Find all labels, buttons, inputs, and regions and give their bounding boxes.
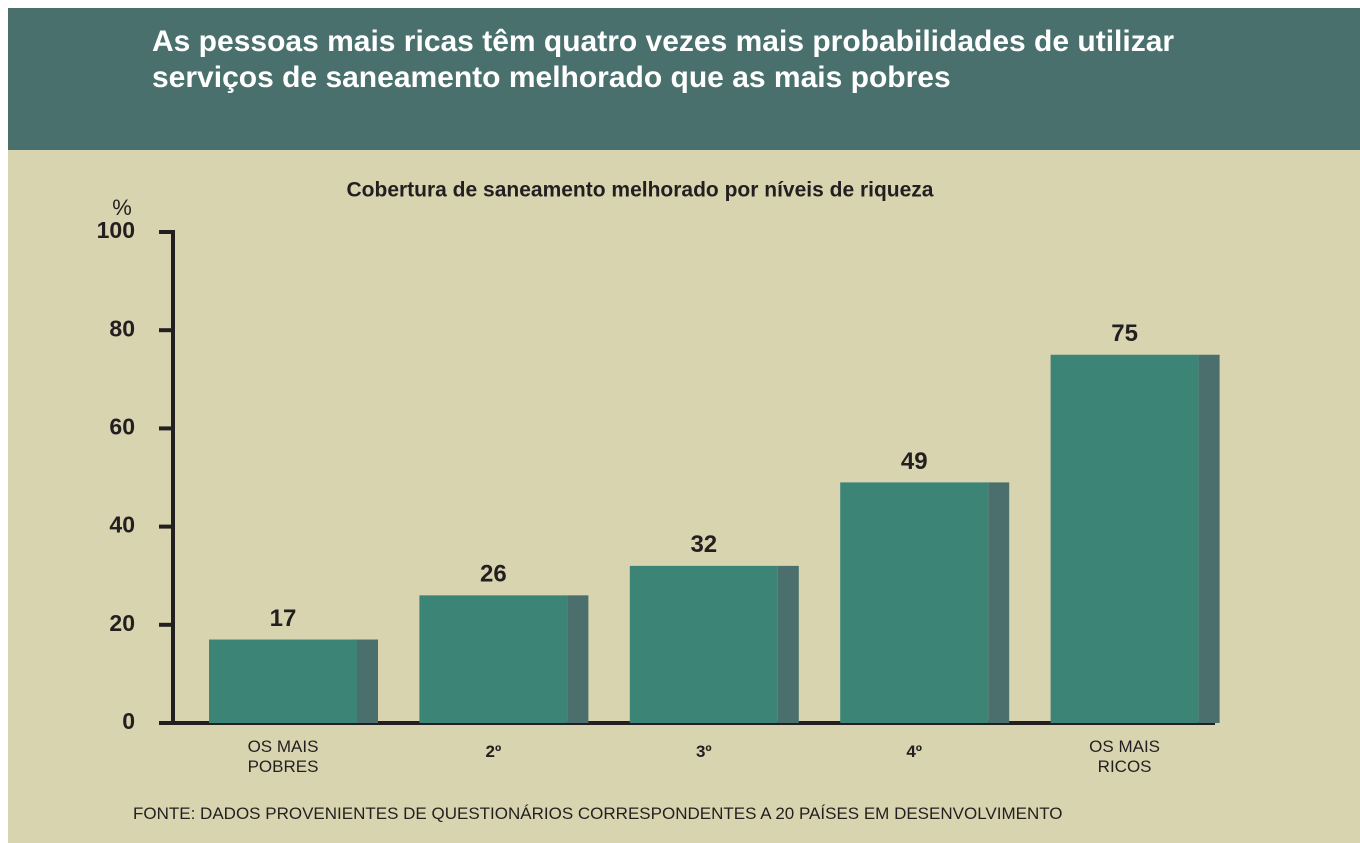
y-tick-label: 40 bbox=[109, 512, 135, 538]
bar bbox=[209, 639, 357, 723]
bar bbox=[1050, 354, 1199, 723]
bar-side bbox=[777, 565, 799, 723]
x-tick-label: OS MAIS POBRES bbox=[247, 737, 319, 776]
value-label: 49 bbox=[901, 448, 928, 475]
chart-subtitle: Cobertura de saneamento melhorado por ní… bbox=[347, 179, 934, 202]
bar bbox=[840, 482, 989, 723]
bar-side bbox=[1198, 354, 1220, 723]
bar bbox=[419, 595, 568, 723]
y-axis-label: % bbox=[112, 195, 132, 220]
bar-side bbox=[357, 639, 378, 723]
x-tick-label: 2º bbox=[485, 742, 502, 761]
bar-side bbox=[567, 595, 589, 723]
value-label: 26 bbox=[480, 561, 507, 588]
y-tick-label: 0 bbox=[122, 708, 135, 734]
bar bbox=[629, 565, 778, 723]
header-band bbox=[8, 8, 1360, 150]
y-tick-label: 60 bbox=[109, 413, 135, 439]
chart-title: As pessoas mais ricas têm quatro vezes m… bbox=[152, 25, 1175, 94]
source-note: FONTE: DADOS PROVENIENTES DE QUESTIONÁRI… bbox=[133, 804, 1063, 823]
bar-side bbox=[988, 482, 1010, 723]
value-label: 75 bbox=[1111, 320, 1138, 347]
y-tick-label: 100 bbox=[97, 217, 135, 243]
value-label: 32 bbox=[690, 531, 717, 558]
y-tick-label: 80 bbox=[109, 315, 135, 341]
x-tick-label: 4º bbox=[906, 742, 923, 761]
x-tick-label: 3º bbox=[695, 742, 712, 761]
value-label: 17 bbox=[270, 605, 297, 632]
y-tick-label: 20 bbox=[109, 610, 135, 636]
x-tick-label: OS MAIS RICOS bbox=[1089, 737, 1161, 776]
